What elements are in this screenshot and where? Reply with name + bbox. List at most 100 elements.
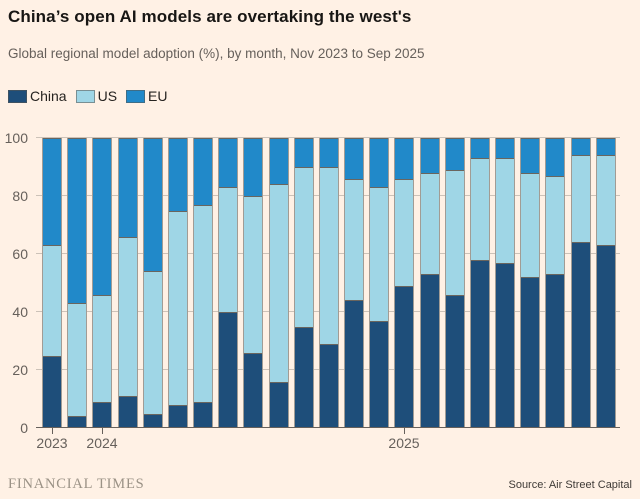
stacked-bar-mar-2024 (142, 138, 163, 428)
stacked-bar-jan-2024 (92, 138, 113, 428)
bar-segment-china (168, 404, 187, 428)
bar-segment-us (596, 155, 615, 246)
stacked-bar-oct-2024 (318, 138, 339, 428)
bar-segment-us (395, 178, 414, 286)
bar-segment-china (143, 413, 162, 428)
x-axis-tick-2025 (404, 428, 405, 434)
stacked-bar-may-2025 (495, 138, 516, 428)
bar-segment-us (93, 294, 112, 402)
stacked-bar-sep-2025 (595, 138, 616, 428)
bar-segment-us (370, 187, 389, 321)
bar-segment-us (470, 158, 489, 260)
bar-segment-us (168, 210, 187, 405)
bars-container (36, 138, 620, 428)
bar-segment-china (546, 274, 565, 428)
bar-segment-us (345, 178, 364, 301)
stacked-bar-dec-2024 (369, 138, 390, 428)
chart-title: China’s open AI models are overtaking th… (8, 7, 412, 26)
bar-segment-china (521, 277, 540, 428)
bar-segment-china (219, 312, 238, 428)
bar-segment-china (470, 259, 489, 428)
stacked-bar-jun-2025 (520, 138, 541, 428)
bar-segment-eu (395, 138, 414, 179)
legend-swatch-eu (126, 89, 146, 103)
bar-segment-eu (244, 138, 263, 197)
chart-legend: China US EU (8, 88, 177, 104)
bar-segment-us (118, 236, 137, 397)
bar-segment-us (269, 184, 288, 382)
bar-segment-us (571, 155, 590, 243)
bar-segment-us (319, 167, 338, 344)
y-axis-label-40: 40 (12, 304, 28, 320)
stacked-bar-jun-2024 (218, 138, 239, 428)
chart-subtitle: Global regional model adoption (%), by m… (8, 46, 425, 61)
x-axis-line (36, 427, 620, 428)
legend-item-china: China (8, 88, 67, 104)
bar-segment-eu (93, 138, 112, 295)
y-axis-label-100: 100 (4, 130, 28, 146)
legend-label-china: China (30, 88, 67, 104)
bar-segment-eu (269, 138, 288, 185)
stacked-bar-sep-2024 (293, 138, 314, 428)
bar-segment-eu (571, 138, 590, 156)
bar-segment-china (319, 343, 338, 428)
bar-segment-us (219, 187, 238, 312)
bar-segment-china (269, 381, 288, 428)
bar-segment-china (445, 294, 464, 428)
bar-segment-us (294, 167, 313, 327)
bar-segment-china (420, 274, 439, 428)
plot-area: 0 20 40 60 80 100 2023 2024 2025 (5, 130, 620, 451)
bar-segment-us (546, 175, 565, 275)
bar-segment-us (445, 169, 464, 295)
x-axis-label-2025: 2025 (388, 435, 420, 451)
stacked-bar-feb-2024 (117, 138, 138, 428)
y-axis-label-80: 80 (12, 188, 28, 204)
bar-segment-us (420, 172, 439, 275)
stacked-bar-may-2024 (193, 138, 214, 428)
bar-segment-china (194, 401, 213, 428)
y-axis-label-60: 60 (12, 246, 28, 262)
stacked-bar-aug-2024 (268, 138, 289, 428)
bar-segment-eu (294, 138, 313, 167)
bar-segment-china (43, 355, 61, 428)
x-axis-tick-2024 (102, 428, 103, 434)
bar-segment-us (244, 196, 263, 353)
bar-segment-eu (168, 138, 187, 211)
legend-item-eu: EU (126, 88, 168, 104)
stacked-bar-apr-2025 (469, 138, 490, 428)
stacked-bar-feb-2025 (419, 138, 440, 428)
bar-segment-eu (420, 138, 439, 173)
bar-segment-china (370, 320, 389, 428)
source-attribution: Source: Air Street Capital (508, 479, 632, 491)
stacked-bar-apr-2024 (167, 138, 188, 428)
bar-segment-eu (521, 138, 540, 173)
gridline-100 (36, 137, 620, 138)
legend-label-us: US (97, 88, 118, 104)
bar-segment-us (194, 204, 213, 402)
stacked-bar-jan-2025 (394, 138, 415, 428)
bar-segment-eu (370, 138, 389, 188)
stacked-bar-mar-2025 (444, 138, 465, 428)
bar-segment-us (496, 158, 515, 263)
stacked-bar-jul-2024 (243, 138, 264, 428)
bar-segment-us (43, 245, 61, 356)
bar-segment-eu (445, 138, 464, 170)
legend-label-eu: EU (148, 88, 168, 104)
legend-swatch-china (8, 89, 27, 103)
bar-segment-eu (143, 138, 162, 272)
bar-segment-china (294, 326, 313, 428)
bar-segment-eu (496, 138, 515, 159)
bar-segment-china (68, 416, 87, 428)
bar-segment-us (143, 271, 162, 414)
y-axis-label-0: 0 (20, 420, 28, 436)
bar-segment-eu (319, 138, 338, 168)
bar-segment-china (244, 352, 263, 428)
bar-segment-us (521, 172, 540, 278)
bar-segment-china (395, 285, 414, 428)
bar-segment-us (68, 303, 87, 417)
stacked-bar-aug-2025 (570, 138, 591, 428)
legend-item-us: US (75, 88, 118, 104)
stacked-bar-nov-2024 (344, 138, 365, 428)
bar-segment-china (118, 396, 137, 428)
